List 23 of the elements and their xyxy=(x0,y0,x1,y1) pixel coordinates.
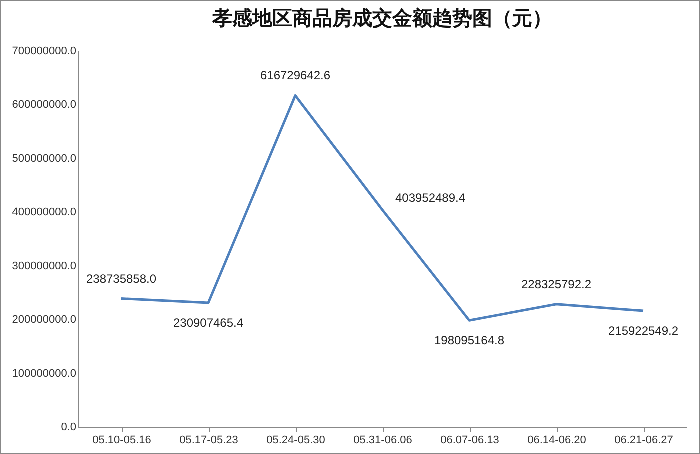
data-label: 198095164.8 xyxy=(434,334,505,348)
x-tick-label: 05.10-05.16 xyxy=(92,434,152,446)
data-label: 616729642.6 xyxy=(260,68,331,83)
data-label: 230907465.4 xyxy=(173,316,244,330)
x-tick-label: 06.07-06.13 xyxy=(440,434,500,446)
x-tick-label: 05.31-06.06 xyxy=(354,434,412,446)
chart-title: 孝感地区商品房成交金额趋势图（元） xyxy=(212,6,552,30)
x-tick-label: 06.14-06.20 xyxy=(528,434,586,446)
y-tick-label: 300000000.0 xyxy=(12,260,76,272)
data-label: 228325792.2 xyxy=(521,277,592,292)
y-tick-label: 500000000.0 xyxy=(12,152,76,165)
x-tick-label: 05.24-05.30 xyxy=(266,434,326,446)
y-tick-label: 700000000.0 xyxy=(12,46,76,58)
data-label: 215922549.2 xyxy=(608,324,679,338)
x-tick-label: 06.21-06.27 xyxy=(614,434,674,446)
data-label: 238735858.0 xyxy=(86,272,157,286)
data-label: 403952489.4 xyxy=(395,191,466,206)
y-tick-label: 600000000.0 xyxy=(12,99,76,112)
y-tick-label: 100000000.0 xyxy=(12,368,76,380)
y-tick-label: 0.0 xyxy=(61,422,76,434)
y-tick-label: 200000000.0 xyxy=(12,314,76,326)
y-tick-label: 400000000.0 xyxy=(12,206,76,219)
x-tick-label: 05.17-05.23 xyxy=(180,434,238,446)
